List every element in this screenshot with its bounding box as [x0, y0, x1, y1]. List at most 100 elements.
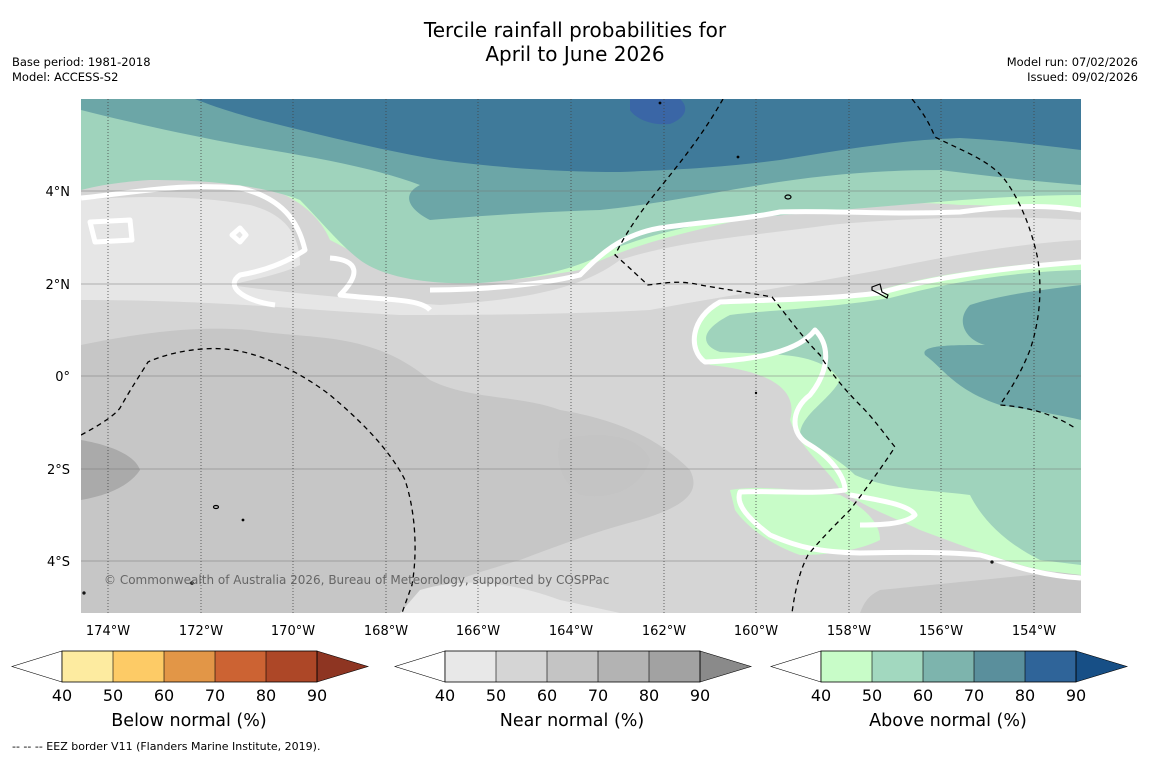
meta-right: Model run: 07/02/2026 Issued: 09/02/2026 [1007, 55, 1138, 85]
colorbar-below-low [10, 650, 63, 683]
model-run-label: Model run: 07/02/2026 [1006, 55, 1138, 69]
lon-label-156w: 156°W [919, 624, 963, 639]
lat-label-2n: 2°N [46, 278, 71, 293]
colorbar-below-title: Below normal (%) [111, 711, 266, 731]
cb-below-tick-60: 60 [154, 686, 174, 705]
cb-near-tick-60: 60 [537, 686, 557, 705]
lon-label-168w: 168°W [364, 624, 408, 639]
title-line-1: Tercile rainfall probabilities for [423, 18, 727, 42]
chart-title: Tercile rainfall probabilities for April… [0, 18, 1150, 66]
island-1 [784, 194, 792, 200]
issued-label: Issued: 09/02/2026 [1027, 70, 1138, 84]
colorbar-near-40-50 [445, 651, 496, 682]
above-normal-east-40-south [730, 487, 880, 555]
colorbar-below-40-50 [62, 651, 113, 682]
model-label: Model: ACCESS-S2 [12, 70, 119, 84]
cb-below-tick-70: 70 [205, 686, 225, 705]
colorbar-above-60-70 [923, 651, 974, 682]
eez-line-islands-east [911, 99, 1076, 429]
near-normal-70-patch [81, 440, 140, 500]
colorbar-below-ticks: 40 50 60 70 80 90 [52, 686, 327, 705]
lat-label-0: 0° [55, 370, 70, 385]
lon-label-158w: 158°W [827, 624, 871, 639]
lon-label-172w: 172°W [179, 624, 223, 639]
near-normal-60-southwest [81, 328, 694, 613]
colorbar-above-50-60 [872, 651, 923, 682]
island-7 [990, 560, 994, 564]
colorbar-near-dividers [495, 651, 650, 682]
copyright-text: © Commonwealth of Australia 2026, Bureau… [104, 573, 609, 587]
cb-near-tick-50: 50 [486, 686, 506, 705]
cb-below-tick-90: 90 [307, 686, 327, 705]
lon-label-164w: 164°W [549, 624, 593, 639]
cb-above-tick-50: 50 [862, 686, 882, 705]
lat-label-4n: 4°N [46, 185, 71, 200]
meta-left: Base period: 1981-2018 Model: ACCESS-S2 [12, 55, 151, 85]
cb-near-tick-70: 70 [588, 686, 608, 705]
near-normal-40-strip [81, 197, 1081, 315]
island-3 [190, 581, 194, 585]
colorbar-near-70-80 [598, 651, 649, 682]
lon-label-160w: 160°W [734, 624, 778, 639]
colorbar-below-50-60 [113, 651, 164, 682]
island-9 [82, 591, 86, 595]
colorbar-below: 40 50 60 70 80 90 Below normal (%) [10, 650, 370, 731]
lon-label-170w: 170°W [271, 624, 315, 639]
above-normal-80 [630, 99, 686, 125]
eez-borders [81, 99, 1076, 613]
lat-axis-labels: 4°N 2°N 0° 2°S 4°S [46, 185, 71, 570]
near-normal-50-south [400, 582, 620, 613]
colorbar-below-80-90 [266, 651, 317, 682]
colorbar-below-dividers [112, 651, 267, 682]
colorbar-above: 40 50 60 70 80 90 Above normal (%) [769, 650, 1129, 731]
colorbar-below-70-80 [215, 651, 266, 682]
cb-near-tick-90: 90 [690, 686, 710, 705]
colorbar-above-title: Above normal (%) [869, 711, 1027, 731]
title-line-2: April to June 2026 [485, 42, 665, 66]
island-kiritimati [871, 283, 889, 299]
islands [82, 101, 994, 595]
colorbar-above-70-80 [974, 651, 1025, 682]
colorbar-below-high [316, 650, 370, 683]
graticule [81, 190, 1081, 562]
cb-above-tick-60: 60 [913, 686, 933, 705]
colorbar-above-80-90 [1025, 651, 1076, 682]
near-normal-60-mid [558, 435, 650, 497]
lat-label-2s: 2°S [47, 463, 70, 478]
lon-label-166w: 166°W [456, 624, 500, 639]
cb-below-tick-40: 40 [52, 686, 72, 705]
island-6 [736, 155, 740, 159]
lat-label-4s: 4°S [47, 555, 70, 570]
colorbar-near-60-70 [547, 651, 598, 682]
cb-above-tick-90: 90 [1066, 686, 1086, 705]
colorbar-above-high [1075, 650, 1129, 683]
cb-above-tick-70: 70 [964, 686, 984, 705]
colorbar-near-low [393, 650, 446, 683]
colorbar-near-title: Near normal (%) [500, 711, 645, 731]
cb-above-tick-80: 80 [1015, 686, 1035, 705]
cb-near-tick-80: 80 [639, 686, 659, 705]
colorbar-below-frame [61, 650, 318, 683]
island-5 [658, 101, 662, 105]
cb-below-tick-80: 80 [256, 686, 276, 705]
colorbar-above-40-50 [821, 651, 872, 682]
above-normal-east-60 [924, 285, 1081, 420]
lon-label-154w: 154°W [1012, 624, 1056, 639]
eez-line-islands-west [614, 99, 896, 613]
colorbar-above-ticks: 40 50 60 70 80 90 [811, 686, 1086, 705]
cb-below-tick-50: 50 [103, 686, 123, 705]
lon-axis-labels: 174°W 172°W 170°W 168°W 166°W 164°W 162°… [86, 624, 1056, 639]
near-normal-60-east [860, 570, 1081, 613]
colorbar-above-dividers [871, 651, 1026, 682]
island-8 [754, 391, 758, 395]
colorbar-near-frame [444, 650, 701, 683]
map-area: © Commonwealth of Australia 2026, Bureau… [81, 99, 1081, 613]
base-period-label: Base period: 1981-2018 [12, 55, 151, 69]
island-4 [241, 518, 245, 522]
colorbar-near-high [699, 650, 753, 683]
cb-above-tick-40: 40 [811, 686, 831, 705]
colorbar-near-50-60 [496, 651, 547, 682]
probability-40-contours [81, 184, 1081, 581]
lon-label-162w: 162°W [642, 624, 686, 639]
